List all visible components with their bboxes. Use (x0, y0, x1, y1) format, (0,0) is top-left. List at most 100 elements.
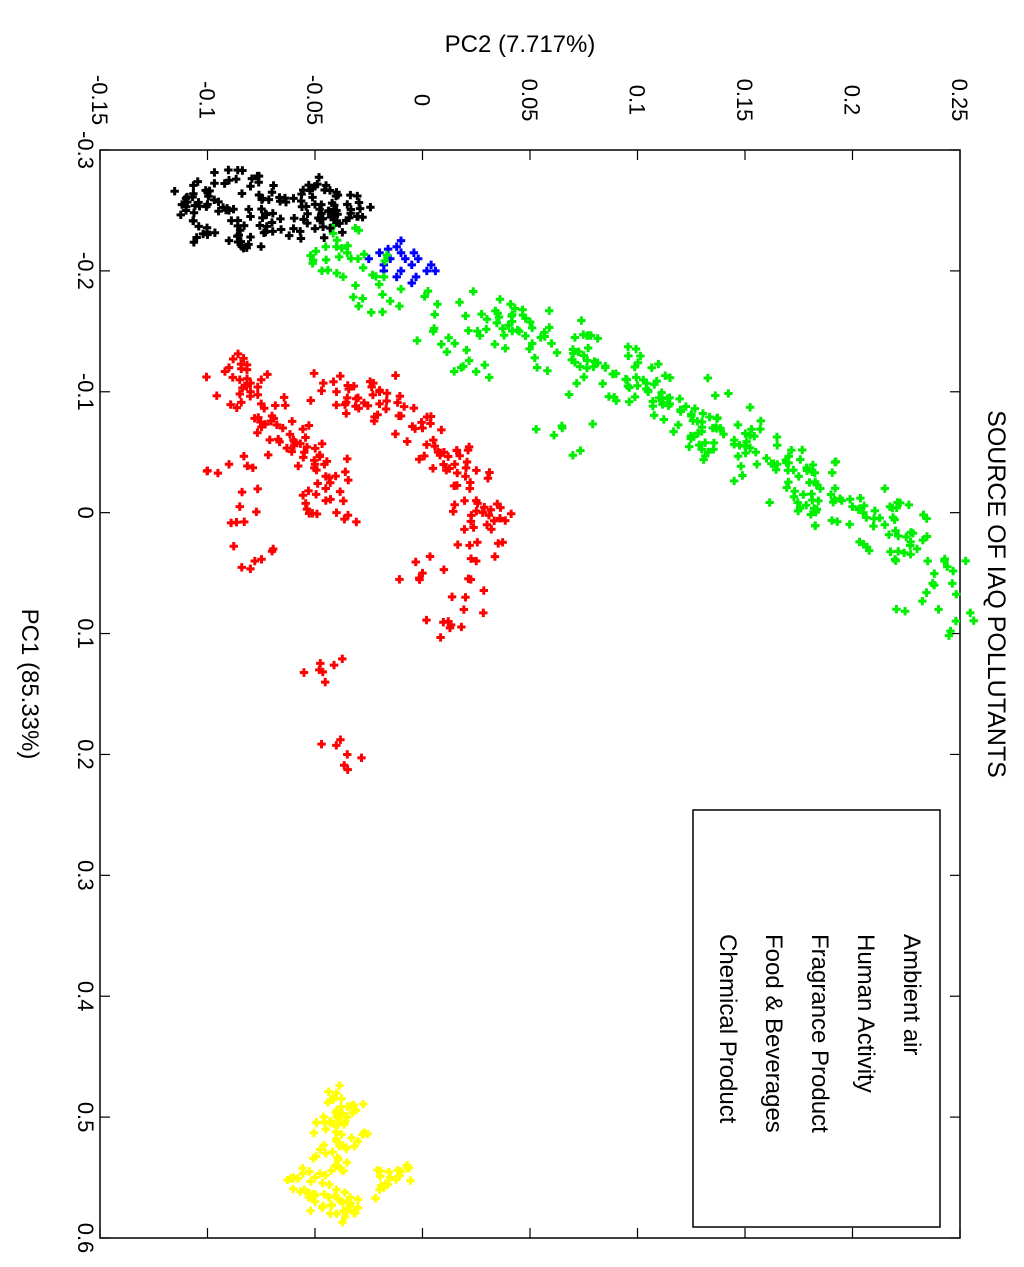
point-chemical-product (319, 1140, 329, 1150)
legend-label-human-activity: Human Activity (852, 934, 879, 1093)
point-chemical-product (305, 1167, 314, 1176)
point-fragrance-product (452, 481, 462, 490)
point-ambient-air (392, 242, 401, 251)
point-fragrance-product (486, 505, 496, 514)
point-fragrance-product (363, 401, 373, 410)
point-fragrance-product (242, 374, 252, 383)
point-chemical-product (338, 1166, 348, 1176)
point-human-activity (328, 229, 338, 238)
point-fragrance-product (382, 389, 392, 398)
point-human-activity (894, 547, 903, 556)
point-chemical-product (338, 1109, 347, 1118)
point-human-activity (462, 345, 471, 355)
point-fragrance-product (351, 402, 360, 411)
point-human-activity (420, 292, 429, 301)
point-fragrance-product (315, 452, 324, 461)
point-food-beverages (296, 196, 306, 206)
point-human-activity (891, 556, 901, 565)
point-human-activity (894, 531, 903, 541)
point-human-activity (681, 402, 691, 411)
point-human-activity (961, 556, 970, 566)
point-fragrance-product (426, 412, 436, 421)
point-fragrance-product (452, 446, 461, 455)
point-fragrance-product (394, 411, 404, 420)
point-human-activity (545, 306, 554, 315)
point-fragrance-product (495, 514, 505, 523)
point-ambient-air (396, 266, 406, 276)
point-food-beverages (267, 218, 277, 227)
point-food-beverages (289, 224, 298, 233)
point-human-activity (845, 495, 855, 504)
point-human-activity (659, 415, 668, 424)
point-food-beverages (276, 214, 285, 224)
point-human-activity (647, 363, 656, 372)
point-food-beverages (194, 222, 203, 231)
legend-label-chemical-product: Chemical Product (714, 934, 741, 1124)
point-fragrance-product (494, 539, 503, 548)
point-food-beverages (231, 174, 241, 184)
point-fragrance-product (319, 378, 328, 388)
point-food-beverages (189, 216, 198, 226)
point-fragrance-product (472, 496, 481, 505)
point-human-activity (358, 294, 367, 303)
point-food-beverages (235, 226, 245, 235)
point-food-beverages (346, 209, 355, 218)
point-human-activity (457, 363, 466, 372)
point-fragrance-product (220, 367, 230, 376)
point-human-activity (353, 254, 363, 263)
point-fragrance-product (235, 389, 244, 399)
point-human-activity (636, 351, 645, 361)
point-human-activity (545, 323, 554, 332)
point-human-activity (579, 351, 588, 360)
point-human-activity (940, 556, 949, 566)
point-human-activity (893, 498, 902, 507)
y-tick-label: 0.25 (947, 79, 972, 122)
point-human-activity (378, 307, 387, 317)
point-human-activity (816, 484, 825, 493)
point-human-activity (498, 324, 507, 333)
point-fragrance-product (446, 620, 456, 630)
point-human-activity (705, 412, 714, 422)
point-human-activity (582, 331, 592, 340)
point-fragrance-product (306, 396, 315, 405)
point-fragrance-product (487, 525, 496, 534)
point-chemical-product (308, 1194, 317, 1204)
point-human-activity (801, 500, 811, 510)
point-human-activity (576, 446, 585, 455)
point-human-activity (855, 504, 864, 513)
point-fragrance-product (463, 445, 473, 455)
point-chemical-product (384, 1167, 394, 1177)
point-human-activity (506, 300, 515, 309)
point-fragrance-product (237, 563, 246, 572)
point-human-activity (630, 392, 640, 402)
point-food-beverages (343, 200, 352, 209)
point-fragrance-product (321, 484, 330, 493)
y-tick-label: 0.05 (517, 79, 542, 122)
point-human-activity (709, 445, 718, 454)
point-food-beverages (296, 234, 306, 243)
point-human-activity (374, 280, 384, 289)
point-human-activity (464, 326, 473, 335)
point-human-activity (751, 448, 760, 457)
point-human-activity (880, 484, 890, 493)
point-chemical-product (298, 1164, 307, 1173)
point-human-activity (654, 359, 663, 369)
x-tick-label: 0.6 (73, 1223, 98, 1254)
point-fragrance-product (342, 409, 351, 418)
point-chemical-product (346, 1101, 355, 1111)
point-human-activity (461, 311, 470, 321)
point-human-activity (719, 429, 728, 439)
point-fragrance-product (338, 654, 347, 664)
point-food-beverages (257, 204, 266, 214)
point-human-activity (886, 547, 895, 556)
point-fragrance-product (332, 741, 341, 750)
point-human-activity (848, 502, 857, 511)
point-chemical-product (325, 1180, 334, 1189)
point-fragrance-product (425, 552, 435, 561)
point-human-activity (880, 520, 889, 529)
point-human-activity (358, 263, 368, 272)
point-human-activity (625, 397, 634, 406)
point-fragrance-product (382, 396, 391, 406)
point-human-activity (354, 301, 363, 311)
y-tick-label: 0.15 (732, 79, 757, 122)
